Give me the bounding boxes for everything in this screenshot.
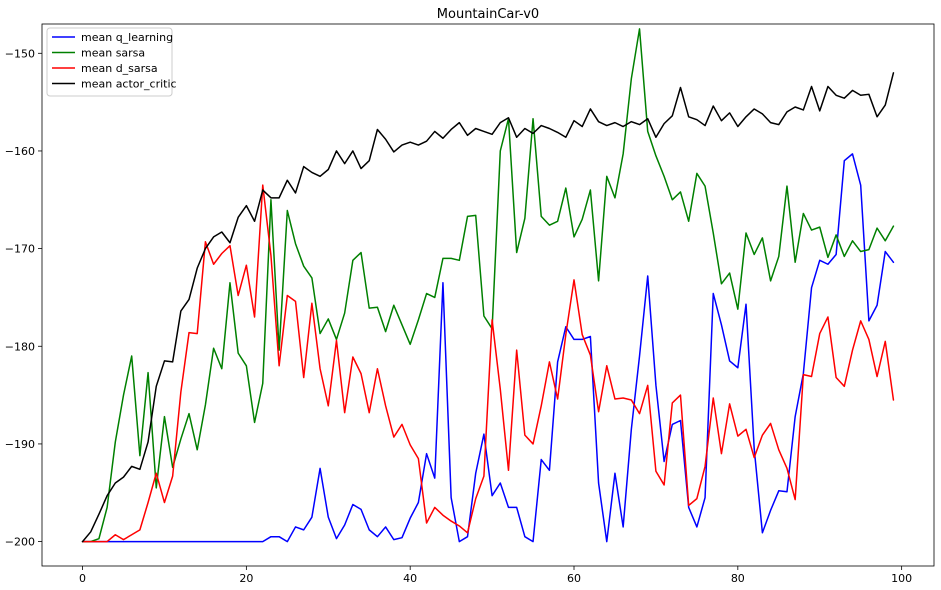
axes-frame	[41, 23, 935, 567]
y-tick-label: −160	[5, 145, 35, 158]
series-line-mean-actor-critic	[81, 72, 895, 543]
x-tick-label: 60	[567, 572, 581, 585]
y-tick-label: −180	[5, 340, 35, 353]
series-layer	[81, 28, 895, 543]
x-tick-label: 20	[239, 572, 253, 585]
x-tick-label: 40	[403, 572, 417, 585]
plot-area	[42, 24, 934, 566]
series-line-mean-q-learning	[81, 153, 895, 543]
y-tick-label: −150	[5, 47, 35, 60]
y-tick-label: −190	[5, 438, 35, 451]
y-tick-label: −170	[5, 243, 35, 256]
x-tick-label: 80	[731, 572, 745, 585]
legend-box	[46, 27, 173, 97]
legend-label: mean d_sarsa	[81, 62, 158, 75]
x-tick-label: 100	[891, 572, 912, 585]
legend-label: mean q_learning	[81, 31, 173, 44]
series-line-mean-d-sarsa	[81, 184, 895, 543]
legend-label: mean sarsa	[81, 47, 145, 60]
axes-layer: 0 20 40 60 80 100 −200 −190 −180 −170 −160 −150	[5, 23, 935, 585]
plot-background	[42, 24, 934, 566]
series-line-mean-sarsa	[81, 28, 895, 543]
x-tick-label: 0	[79, 572, 86, 585]
chart-title: MountainCar-v0	[437, 7, 539, 22]
y-tick-label: −200	[5, 536, 35, 549]
legend-label: mean actor_critic	[81, 78, 177, 91]
